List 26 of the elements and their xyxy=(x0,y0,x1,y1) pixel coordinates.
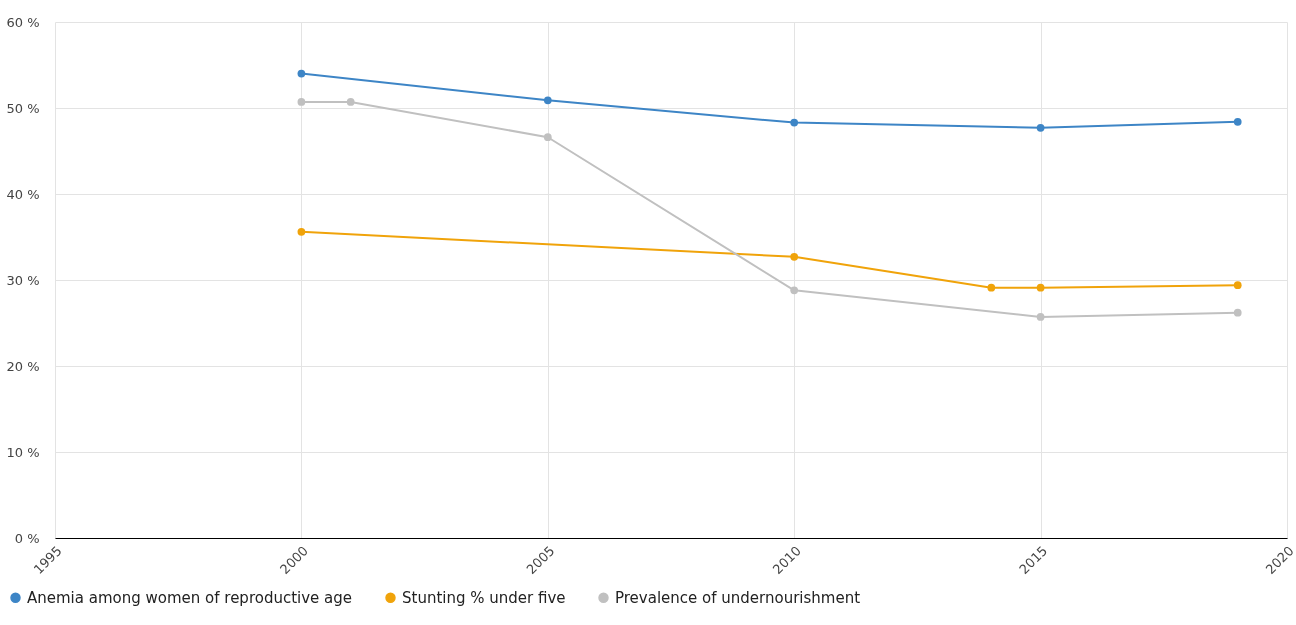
y-tick-label: 0 % xyxy=(14,530,40,546)
y-tick-label: 50 % xyxy=(6,100,40,116)
y-tick-label: 60 % xyxy=(6,14,40,30)
point xyxy=(1036,123,1045,132)
point xyxy=(297,98,306,106)
point xyxy=(1233,308,1242,317)
point xyxy=(987,283,996,292)
legend-label: Stunting % under five xyxy=(402,588,566,607)
legend-label: Anemia among women of reproductive age xyxy=(27,588,353,607)
point xyxy=(297,227,306,236)
point xyxy=(1036,283,1045,292)
point xyxy=(790,252,799,261)
legend-label: Prevalence of undernourishment xyxy=(615,588,861,607)
point xyxy=(543,133,552,142)
point xyxy=(346,98,355,106)
y-tick-label: 20 % xyxy=(6,358,40,374)
point xyxy=(297,69,306,78)
point xyxy=(790,286,799,295)
point xyxy=(1036,313,1045,321)
point xyxy=(543,96,552,105)
y-tick-label: 30 % xyxy=(6,272,40,288)
point xyxy=(1233,281,1242,290)
point xyxy=(1233,117,1242,126)
point xyxy=(790,118,799,127)
y-tick-label: 10 % xyxy=(6,444,40,460)
y-tick-label: 40 % xyxy=(6,186,40,202)
